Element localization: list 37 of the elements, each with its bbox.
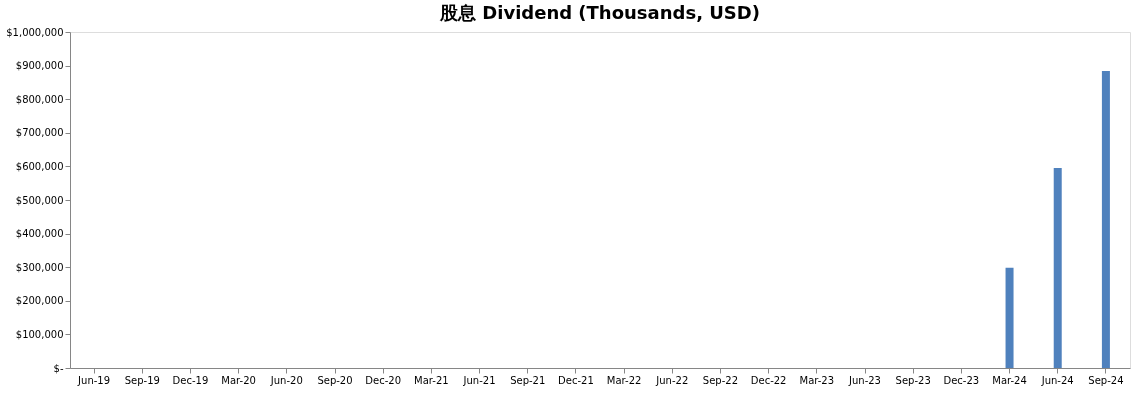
y-tick-label: $200,000: [15, 295, 64, 307]
x-tick-label: Dec-19: [172, 374, 209, 386]
y-tick-label: $400,000: [15, 228, 64, 240]
x-tick-label: Sep-24: [1088, 374, 1124, 386]
chart-title: 股息 Dividend (Thousands, USD): [439, 2, 760, 23]
y-tick-label: $800,000: [15, 93, 64, 105]
x-tick-label: Sep-22: [702, 374, 739, 386]
y-tick-label: $300,000: [15, 261, 64, 273]
x-tick-label: Dec-21: [558, 374, 594, 386]
bar: [1005, 267, 1014, 368]
y-tick-label: $-: [53, 362, 64, 374]
y-tick-label: $1,000,000: [6, 26, 64, 38]
y-tick-label: $900,000: [15, 60, 64, 72]
y-tick-label: $700,000: [15, 127, 64, 139]
y-tick-label: $500,000: [15, 194, 64, 206]
y-tick-label: $600,000: [15, 160, 64, 172]
x-tick-label: Mar-20: [221, 374, 256, 386]
x-tick-label: Dec-22: [750, 374, 787, 386]
x-tick-label: Dec-23: [943, 374, 980, 386]
x-tick-label: Jun-20: [269, 374, 303, 386]
bar: [1101, 70, 1110, 368]
x-tick-label: Mar-21: [414, 374, 449, 386]
x-tick-label: Sep-21: [510, 374, 546, 386]
x-tick-label: Sep-23: [895, 374, 931, 386]
bar: [1053, 168, 1062, 368]
y-tick-label: $100,000: [15, 328, 64, 340]
x-tick-label: Dec-20: [365, 374, 402, 386]
x-tick-label: Mar-24: [992, 374, 1027, 386]
x-tick-label: Mar-22: [606, 374, 642, 386]
x-tick-label: Jun-19: [77, 374, 111, 386]
x-tick-label: Sep-19: [124, 374, 160, 386]
x-tick-label: Jun-24: [1040, 374, 1074, 386]
x-tick-label: Jun-22: [655, 374, 689, 386]
x-tick-label: Jun-23: [848, 374, 881, 386]
x-tick-label: Mar-23: [799, 374, 835, 386]
x-tick-label: Sep-20: [317, 374, 353, 386]
x-tick-label: Jun-21: [462, 374, 496, 386]
